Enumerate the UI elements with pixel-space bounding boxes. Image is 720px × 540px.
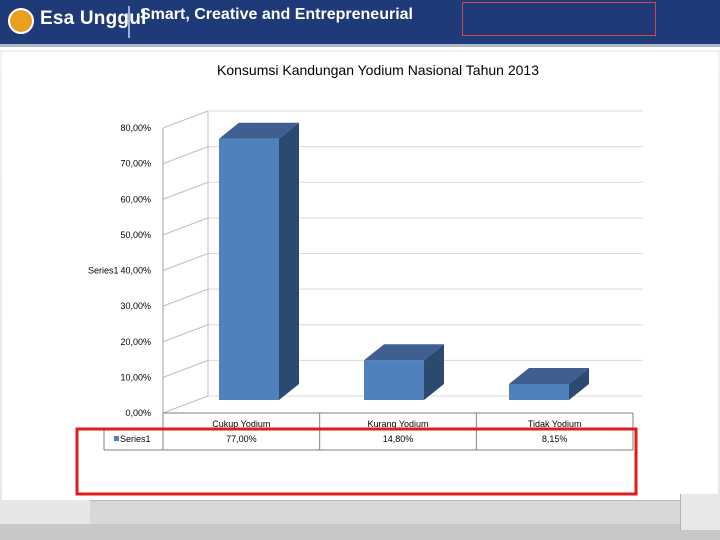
- category-label: Tidak Yodium: [528, 419, 582, 429]
- bar-side: [569, 367, 589, 400]
- gridline-diagonal: [162, 288, 209, 307]
- header-banner: Esa Unggul Smart, Creative and Entrepren…: [0, 0, 720, 47]
- bar-top: [509, 367, 589, 384]
- bars: [219, 122, 589, 400]
- y-tick-label: 20,00%: [120, 337, 151, 347]
- gridline-diagonal: [162, 181, 209, 200]
- chart-title: Konsumsi Kandungan Yodium Nasional Tahun…: [217, 62, 539, 78]
- bar-front: [364, 360, 424, 400]
- data-table: Series1 Cukup Yodium 77,00% Kurang Yodium 14…: [103, 412, 634, 451]
- category-label: Cukup Yodium: [212, 419, 270, 429]
- value-label: 77,00%: [226, 434, 257, 444]
- legend-label: Series1: [120, 434, 151, 444]
- banner-outline: [462, 2, 656, 36]
- bar-side: [424, 344, 444, 400]
- y-tick-label: 40,00%: [120, 266, 151, 276]
- y-axis-title: Series1: [88, 266, 119, 276]
- bar-front: [509, 383, 569, 400]
- gridline-diagonal: [162, 395, 209, 414]
- y-tick-label: 60,00%: [120, 194, 151, 204]
- y-tick-label: 30,00%: [120, 301, 151, 311]
- university-logo-icon: [8, 8, 34, 34]
- y-tick-label: 50,00%: [120, 230, 151, 240]
- header-tagline: Smart, Creative and Entrepreneurial: [140, 6, 413, 23]
- highlight-box: [75, 427, 638, 496]
- footer-strip: [0, 524, 720, 540]
- logo-text: Esa Unggul: [40, 8, 147, 29]
- gridline-diagonal: [162, 359, 209, 378]
- gridline-diagonal: [162, 324, 209, 343]
- banner-divider: [128, 6, 130, 38]
- gridline-diagonal: [162, 146, 209, 165]
- bar-side: [279, 122, 299, 400]
- gridline-diagonal: [162, 110, 209, 129]
- y-tick-label: 80,00%: [120, 123, 151, 133]
- bar-top: [219, 122, 299, 139]
- footer-bar: [90, 500, 720, 525]
- chart-background: [2, 52, 718, 500]
- legend-swatch: [114, 436, 119, 441]
- y-tick-label: 0,00%: [125, 408, 151, 418]
- gridline-diagonal: [162, 253, 209, 271]
- bar-front: [219, 138, 279, 400]
- value-label: 14,80%: [383, 434, 414, 444]
- category-label: Kurang Yodium: [367, 419, 428, 429]
- bar-top: [364, 344, 444, 361]
- footer-tab: [680, 494, 720, 530]
- y-tick-label: 10,00%: [120, 372, 151, 382]
- value-label: 8,15%: [542, 434, 568, 444]
- y-tick-label: 70,00%: [120, 159, 151, 169]
- gridline-diagonal: [162, 217, 209, 236]
